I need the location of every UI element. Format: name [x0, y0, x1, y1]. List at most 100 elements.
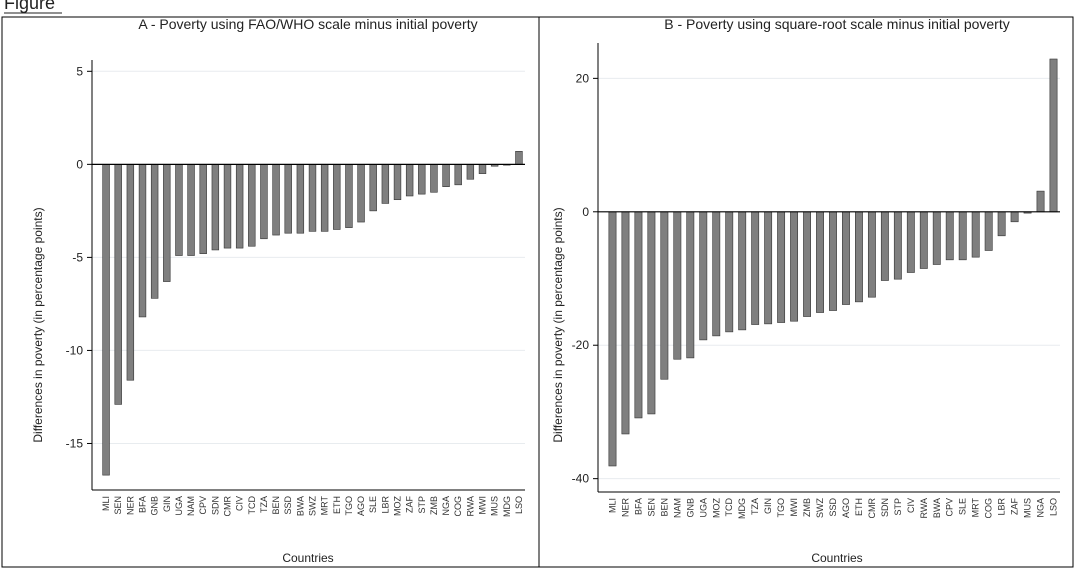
panel-a-x-tick-label: SSD [283, 496, 293, 515]
panel-b-bar-sle [958, 211, 967, 261]
panel-b-bar-nga [1036, 190, 1045, 213]
panel-a-x-tick-label: SDN [210, 496, 220, 515]
panel-a-bar-bwa [296, 164, 305, 234]
panel-a-bar-mli [102, 164, 110, 476]
panel-b-x-tick-label: NER [620, 498, 630, 518]
panel-a-x-tick-label: UGA [174, 496, 184, 516]
panel-b-y-tick-label: 0 [582, 205, 589, 219]
panel-a-bar-ago [357, 164, 365, 223]
panel-a-bar-lbr [381, 164, 390, 204]
panel-b-bar-tza [751, 211, 760, 325]
panel-a-bar-ben [272, 164, 280, 236]
panel-a-x-tick-label: MRT [320, 496, 330, 516]
panel-b-bar-tgo [777, 211, 786, 323]
panel-a-x-tick-label: CPV [198, 496, 208, 515]
panel-b-x-tick-label: BWA [932, 498, 942, 518]
panel-a-bar-swz [308, 164, 317, 232]
panel-a-x-tick-label: NER [125, 496, 135, 516]
panel-b-x-tick-label: GNB [685, 498, 695, 518]
panel-b-bar-cmr [867, 211, 876, 298]
panel-a-bar-lso [515, 151, 523, 165]
panel-b-bar-sen [647, 211, 656, 415]
panel-a-bar-sdn [211, 164, 220, 251]
panel-b-x-tick-label: SSD [828, 498, 838, 517]
panel-b-bar-sdn [880, 211, 889, 281]
panel-b-bar-civ [906, 211, 915, 273]
panel-a-bar-eth [333, 164, 341, 230]
panel-a-bar-cpv [199, 164, 207, 254]
panel-a-bar-tcd [248, 164, 256, 247]
panel-b-x-tick-label: STP [893, 498, 903, 516]
panel-b-x-tick-label: BEN [659, 498, 669, 517]
panel-a-x-tick-label: MUS [490, 496, 500, 516]
panel-a: A - Poverty using FAO/WHO scale minus in… [1, 16, 540, 568]
panel-a-bar-nam [187, 164, 195, 256]
panel-b-x-axis-label: Countries [811, 551, 862, 565]
panel-a-x-tick-label: BWA [295, 496, 305, 516]
panel-b-x-tick-label: LSO [1049, 498, 1059, 516]
panel-a-y-tick-label: 5 [76, 64, 83, 78]
panel-a-x-tick-label: MWI [478, 496, 488, 515]
panel-a-x-tick-label: MDG [502, 496, 512, 517]
panel-b-x-tick-label: UGA [698, 498, 708, 518]
panel-b-bar-cpv [945, 211, 954, 261]
panel-b-x-tick-label: AGO [841, 498, 851, 518]
panel-a-x-tick-label: SLE [368, 496, 378, 513]
panel-b-bar-zmb [803, 211, 811, 317]
panel-a-x-tick-label: TZA [259, 496, 269, 513]
panel-a-x-tick-label: TCD [247, 496, 257, 515]
figure-header-fragment: Figure [4, 0, 55, 13]
panel-b-x-tick-label: LBR [997, 498, 1007, 516]
panel-a-y-tick-label: 0 [76, 157, 83, 171]
panel-a-bar-nga [442, 164, 450, 187]
panel-b-bar-mwi [790, 211, 799, 322]
panel-b-x-tick-label: MRT [971, 498, 981, 518]
panel-b-bar-uga [699, 211, 708, 341]
panel-b-bar-bfa [634, 211, 643, 419]
panel-b-x-tick-label: MWI [789, 498, 799, 517]
panel-b-x-tick-label: MOZ [711, 498, 721, 518]
panel-b-bar-mdg [738, 211, 747, 331]
panel-a-bar-ner [126, 164, 135, 381]
panel-b-x-tick-label: SWZ [815, 498, 825, 518]
panel-a-bar-cmr [223, 164, 232, 249]
panel-a-x-tick-label: BFA [138, 496, 148, 513]
panel-a-bar-tgo [345, 164, 353, 228]
panel-b-bar-eth [855, 211, 863, 303]
panel-b-bar-ago [842, 211, 850, 305]
panel-a-y-axis-label: Differences in poverty (in percentage po… [31, 207, 45, 442]
panel-b-bar-bwa [932, 211, 941, 265]
panel-a-x-tick-label: SEN [113, 496, 123, 515]
panel-a-x-tick-label: CIV [235, 496, 245, 511]
panel-b-title: B - Poverty using square-root scale minu… [664, 16, 1009, 32]
panel-b-bar-stp [893, 211, 902, 280]
panel-a-x-tick-label: NAM [186, 496, 196, 516]
panel-a-x-tick-label: MLI [101, 496, 111, 511]
panel-b-x-tick-label: SEN [646, 498, 656, 517]
panel-b-bar-ssd [829, 211, 837, 311]
panel-a-bar-civ [235, 164, 244, 249]
panel-b-x-tick-label: COG [984, 498, 994, 519]
panel-b: B - Poverty using square-root scale minu… [538, 16, 1074, 568]
panel-b-x-tick-label: ZMB [802, 498, 812, 517]
panel-b-bar-gin [764, 211, 773, 325]
panel-a-bar-tza [260, 164, 268, 240]
panel-b-x-tick-label: BFA [633, 498, 643, 515]
panel-a-x-tick-label: BEN [271, 496, 281, 515]
panel-b-y-axis-label: Differences in poverty (in percentage po… [551, 207, 565, 442]
panel-b-bar-mli [608, 211, 617, 467]
panel-a-x-tick-label: GIN [162, 496, 172, 512]
panel-b-x-tick-label: TCD [724, 498, 734, 517]
panel-b-y-tick-label: -20 [572, 338, 590, 352]
panel-a-bar-moz [393, 164, 402, 201]
panel-b-bar-rwa [919, 211, 928, 269]
panel-a-bar-cog [454, 164, 462, 186]
panel-b-bar-lso [1049, 58, 1058, 213]
panel-b-x-tick-label: ZAF [1010, 497, 1020, 515]
panel-b-bar-zaf [1010, 211, 1019, 223]
panel-b-bar-tcd [725, 211, 734, 333]
panel-a-bar-rwa [466, 164, 475, 180]
panel-b-x-tick-label: NAM [672, 498, 682, 518]
